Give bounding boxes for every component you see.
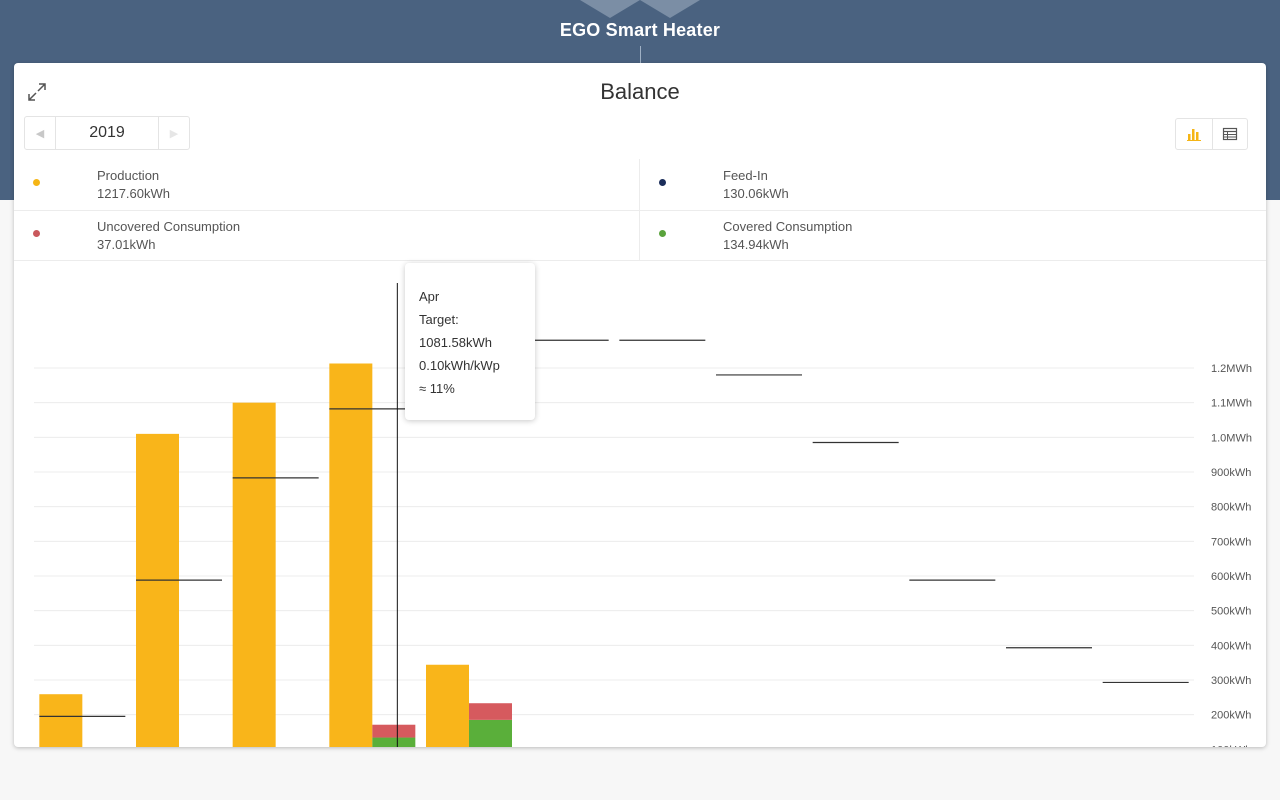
covered-consumption-bar [372, 737, 416, 784]
app-title: EGO Smart Heater [559, 20, 721, 40]
y-tick-label: 300kWh [1211, 675, 1251, 687]
expand-button[interactable] [26, 81, 48, 103]
y-tick-label: 1.2MWh [1211, 363, 1252, 375]
previous-year-button[interactable]: ◀ [25, 117, 55, 149]
tooltip-target-label: Target: [419, 312, 459, 327]
balance-card: Balance ◀ 2019 ▶ [14, 63, 1266, 800]
stat-value: 37.01kWh [97, 237, 156, 252]
legend-dot [33, 179, 40, 186]
bar-chart-icon [1186, 129, 1201, 141]
stat-uncovered-consumption: Uncovered Consumption 37.01kWh [14, 210, 614, 260]
stat-production: Production 1217.60kWh [14, 159, 614, 209]
legend-dot [659, 179, 666, 186]
uncovered-consumption-bar [372, 724, 416, 738]
stat-value: 1217.60kWh [97, 186, 170, 201]
uncovered-consumption-bar [469, 703, 512, 720]
legend-dot [33, 230, 40, 237]
tooltip-month: Apr [419, 289, 440, 304]
view-toggle [1175, 118, 1248, 150]
y-tick-label: 400kWh [1211, 640, 1251, 652]
y-tick-label: 1.1MWh [1211, 398, 1252, 410]
expand-icon [28, 83, 46, 101]
stat-label: Covered Consumption [723, 219, 853, 234]
stat-label: Production [97, 168, 160, 183]
table-view-button[interactable] [1211, 119, 1248, 149]
summary-divider [639, 159, 640, 261]
year-label: 2019 [55, 117, 159, 149]
chart-view-button[interactable] [1176, 119, 1212, 149]
balance-chart: 0.0Wh100kWh200kWh300kWh400kWh500kWh600kW… [14, 263, 1266, 800]
tooltip-target-value: 1081.58kWh [419, 335, 492, 350]
caret-left-icon: ◀ [35, 127, 45, 140]
summary-panel: Production 1217.60kWh Feed-In 130.06kWh … [14, 159, 1266, 261]
tooltip-specific-yield: 0.10kWh/kWp [419, 358, 500, 373]
y-tick-label: 700kWh [1211, 536, 1251, 548]
logo-icon [580, 0, 700, 18]
title-divider [640, 46, 641, 64]
production-bar [232, 402, 276, 784]
stat-feed-in: Feed-In 130.06kWh [640, 159, 1240, 209]
covered-consumption-bar [469, 719, 512, 784]
production-bar [136, 433, 179, 784]
y-tick-label: 200kWh [1211, 710, 1251, 722]
stat-value: 134.94kWh [723, 237, 789, 252]
tooltip-percent: ≈ 11% [419, 381, 455, 396]
chart-tooltip: Apr Target: 1081.58kWh 0.10kWh/kWp ≈ 11% [405, 263, 535, 420]
summary-divider [14, 210, 1266, 211]
stat-label: Uncovered Consumption [97, 219, 241, 234]
stat-value: 130.06kWh [723, 186, 789, 201]
production-bar [426, 664, 469, 784]
year-selector: ◀ 2019 ▶ [24, 116, 190, 150]
y-tick-label: 1.0MWh [1211, 432, 1252, 444]
production-bar [39, 694, 83, 784]
caret-right-icon: ▶ [169, 127, 179, 140]
y-tick-label: 500kWh [1211, 606, 1251, 618]
table-icon [1222, 127, 1237, 141]
chart-svg: 0.0Wh100kWh200kWh300kWh400kWh500kWh600kW… [34, 283, 1252, 800]
y-tick-label: 900kWh [1211, 467, 1251, 479]
y-tick-label: 600kWh [1211, 571, 1251, 583]
y-tick-label: 800kWh [1211, 502, 1251, 514]
y-tick-label: 100kWh [1211, 744, 1251, 747]
stat-label: Feed-In [723, 168, 768, 183]
stat-covered-consumption: Covered Consumption 134.94kWh [640, 210, 1240, 260]
production-bar [329, 363, 373, 784]
next-year-button[interactable]: ▶ [159, 117, 189, 149]
legend-dot [659, 230, 666, 237]
card-title: Balance [600, 79, 680, 104]
